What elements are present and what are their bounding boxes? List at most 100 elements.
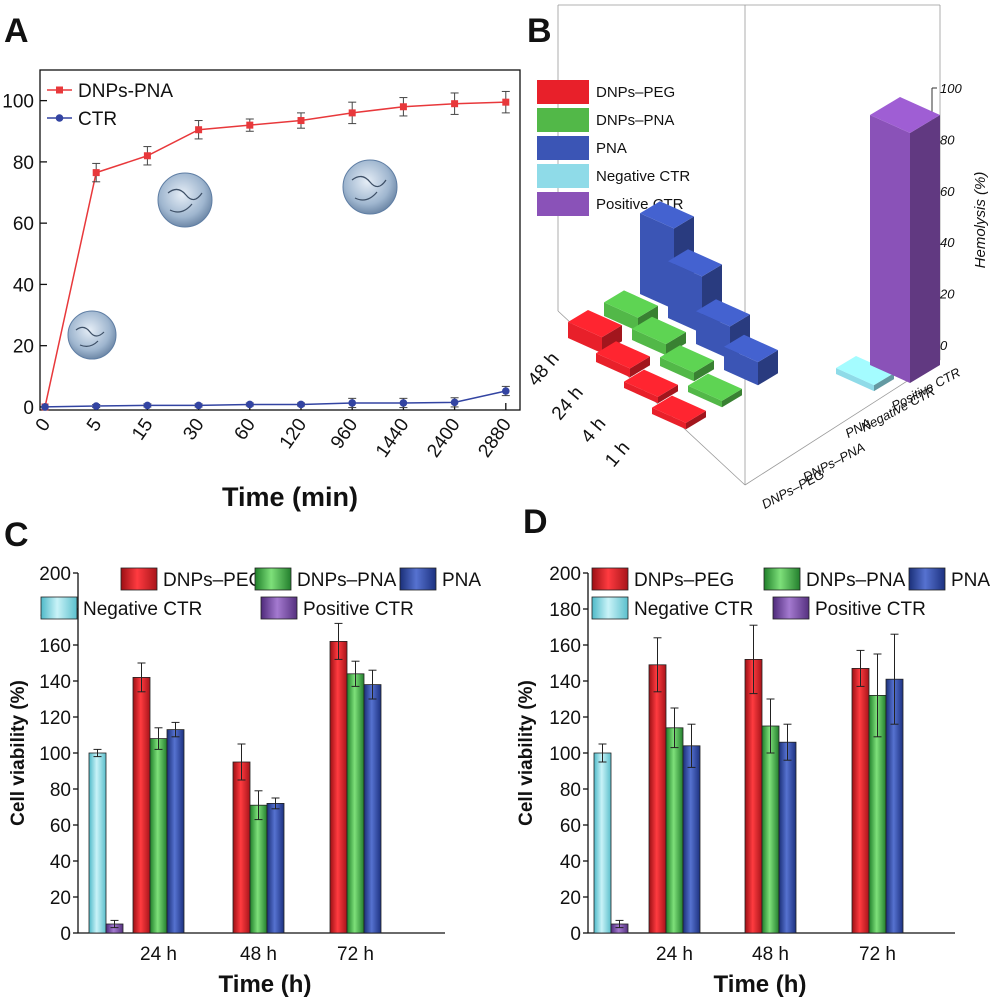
- z-axis-title-b: Hemolysis (%): [972, 172, 989, 269]
- data-point-a: [143, 401, 152, 410]
- y-axis-title: Cell viability (%): [8, 680, 29, 826]
- legend-swatch: [260, 596, 298, 620]
- panel-letter-c: C: [4, 516, 29, 554]
- bar3d-negative-side: [874, 373, 894, 392]
- data-point-a: [399, 103, 407, 111]
- panel-letter-a: A: [4, 12, 29, 50]
- legend-label: Positive CTR: [303, 599, 414, 620]
- y-tick-label: 160: [39, 636, 71, 657]
- y-tick-label: 20: [560, 888, 581, 909]
- y-tick-label-a: 40: [13, 275, 34, 296]
- bar3d-negative-front: [836, 368, 874, 392]
- nanoparticle-illustration-release-2: [342, 159, 398, 215]
- bar3d-front: [652, 407, 686, 430]
- x-tick-label: 48 h: [752, 944, 789, 965]
- bar3d-front: [596, 353, 630, 378]
- bar3d-top: [596, 341, 650, 369]
- bar3d-top: [632, 316, 686, 345]
- bar: [88, 752, 107, 934]
- y-tick-label-a: 80: [13, 153, 34, 174]
- bar3d-top: [604, 290, 658, 318]
- data-point-a: [502, 98, 510, 106]
- bar: [851, 668, 870, 934]
- y-tick-label: 80: [560, 780, 581, 801]
- legend-label-a: CTR: [78, 109, 117, 130]
- legend-swatch: [763, 567, 801, 591]
- bar3d-top: [660, 345, 714, 373]
- x-axis-title-a: Time (min): [222, 482, 358, 512]
- legend-label: Negative CTR: [83, 599, 202, 620]
- y-tick-label-a: 0: [23, 398, 34, 419]
- legend-label: DNPs–PEG: [163, 570, 263, 591]
- bar: [761, 725, 780, 934]
- bar3d-side: [630, 356, 650, 378]
- bar: [363, 684, 382, 934]
- bar: [149, 738, 168, 934]
- bar: [132, 677, 151, 934]
- bar: [778, 741, 797, 934]
- y-tick-label: 20: [50, 888, 71, 909]
- y-axis-title: Cell viability (%): [516, 680, 537, 826]
- bar: [266, 803, 285, 934]
- data-point-a: [195, 126, 203, 134]
- legend-label-b: DNPs–PEG: [596, 84, 675, 101]
- z-tick-label-b: 0: [940, 338, 948, 353]
- legend-label: PNA: [951, 570, 990, 591]
- x-tick-label-a: 30: [179, 415, 208, 444]
- legend-swatch: [120, 567, 158, 591]
- y-tick-label: 200: [549, 564, 581, 585]
- legend-swatch-b: [537, 108, 589, 132]
- panel-b-3d-hemolysis: 0 20 40 60 80 100 Hemolysis (%) DNPs–PEG DNPs–PN…: [524, 4, 989, 512]
- x-tick-label-a: 960: [327, 415, 362, 453]
- y-tick-label: 80: [50, 780, 71, 801]
- y-tick-label: 60: [50, 816, 71, 837]
- bar3d-front: [724, 346, 758, 386]
- time-label-b: 24 h: [548, 383, 588, 425]
- x-tick-label: 48 h: [240, 944, 277, 965]
- y-tick-label: 180: [549, 600, 581, 621]
- z-tick-label-b: 20: [939, 287, 955, 302]
- x-axis-title: Time (h): [219, 971, 312, 998]
- legend-label: Positive CTR: [815, 599, 926, 620]
- bar3d-front: [568, 322, 602, 354]
- data-point-a: [194, 401, 203, 410]
- bar: [329, 641, 348, 934]
- x-tick-label-a: 2400: [423, 415, 464, 462]
- data-point-a: [246, 400, 254, 409]
- bar: [744, 659, 763, 934]
- bar: [346, 673, 365, 934]
- y-tick-label: 100: [39, 744, 71, 765]
- legend-swatch: [591, 596, 629, 620]
- panel-a-line-chart: 0 20 40 60 80 100 0 5 15 30 60 120 960 1440 2400 2880 Ti…: [2, 69, 521, 512]
- legend-swatch-b: [537, 136, 589, 160]
- bar3d-front: [624, 381, 658, 404]
- series-line-a: [44, 101, 506, 408]
- legend-marker-a: [56, 86, 63, 94]
- x-axis-title: Time (h): [714, 971, 807, 998]
- y-tick-label: 160: [549, 636, 581, 657]
- y-tick-label: 140: [39, 672, 71, 693]
- z-tick-label-b: 100: [940, 81, 962, 96]
- bar: [166, 729, 185, 934]
- legend-swatch-b: [537, 164, 589, 188]
- bar3d-front: [632, 328, 666, 356]
- bar3d-top: [624, 369, 678, 397]
- nanoparticle-illustration-release-1: [157, 172, 213, 228]
- y-tick-label: 40: [560, 852, 581, 873]
- legend-swatch: [908, 567, 946, 591]
- bar3d-top: [652, 395, 706, 423]
- panel-letter-d: D: [523, 503, 548, 541]
- bar3d-side: [694, 360, 714, 382]
- data-point-a: [92, 169, 100, 177]
- bar: [249, 804, 268, 934]
- bar3d-side: [602, 325, 622, 354]
- x-tick-label-a: 1440: [372, 415, 413, 462]
- time-label-b: 4 h: [577, 414, 610, 448]
- y-tick-label-a: 20: [13, 337, 34, 358]
- data-point-a: [41, 403, 49, 411]
- y-tick-label-a: 100: [2, 92, 34, 113]
- y-tick-label: 120: [549, 708, 581, 729]
- bar3d-side: [686, 410, 706, 430]
